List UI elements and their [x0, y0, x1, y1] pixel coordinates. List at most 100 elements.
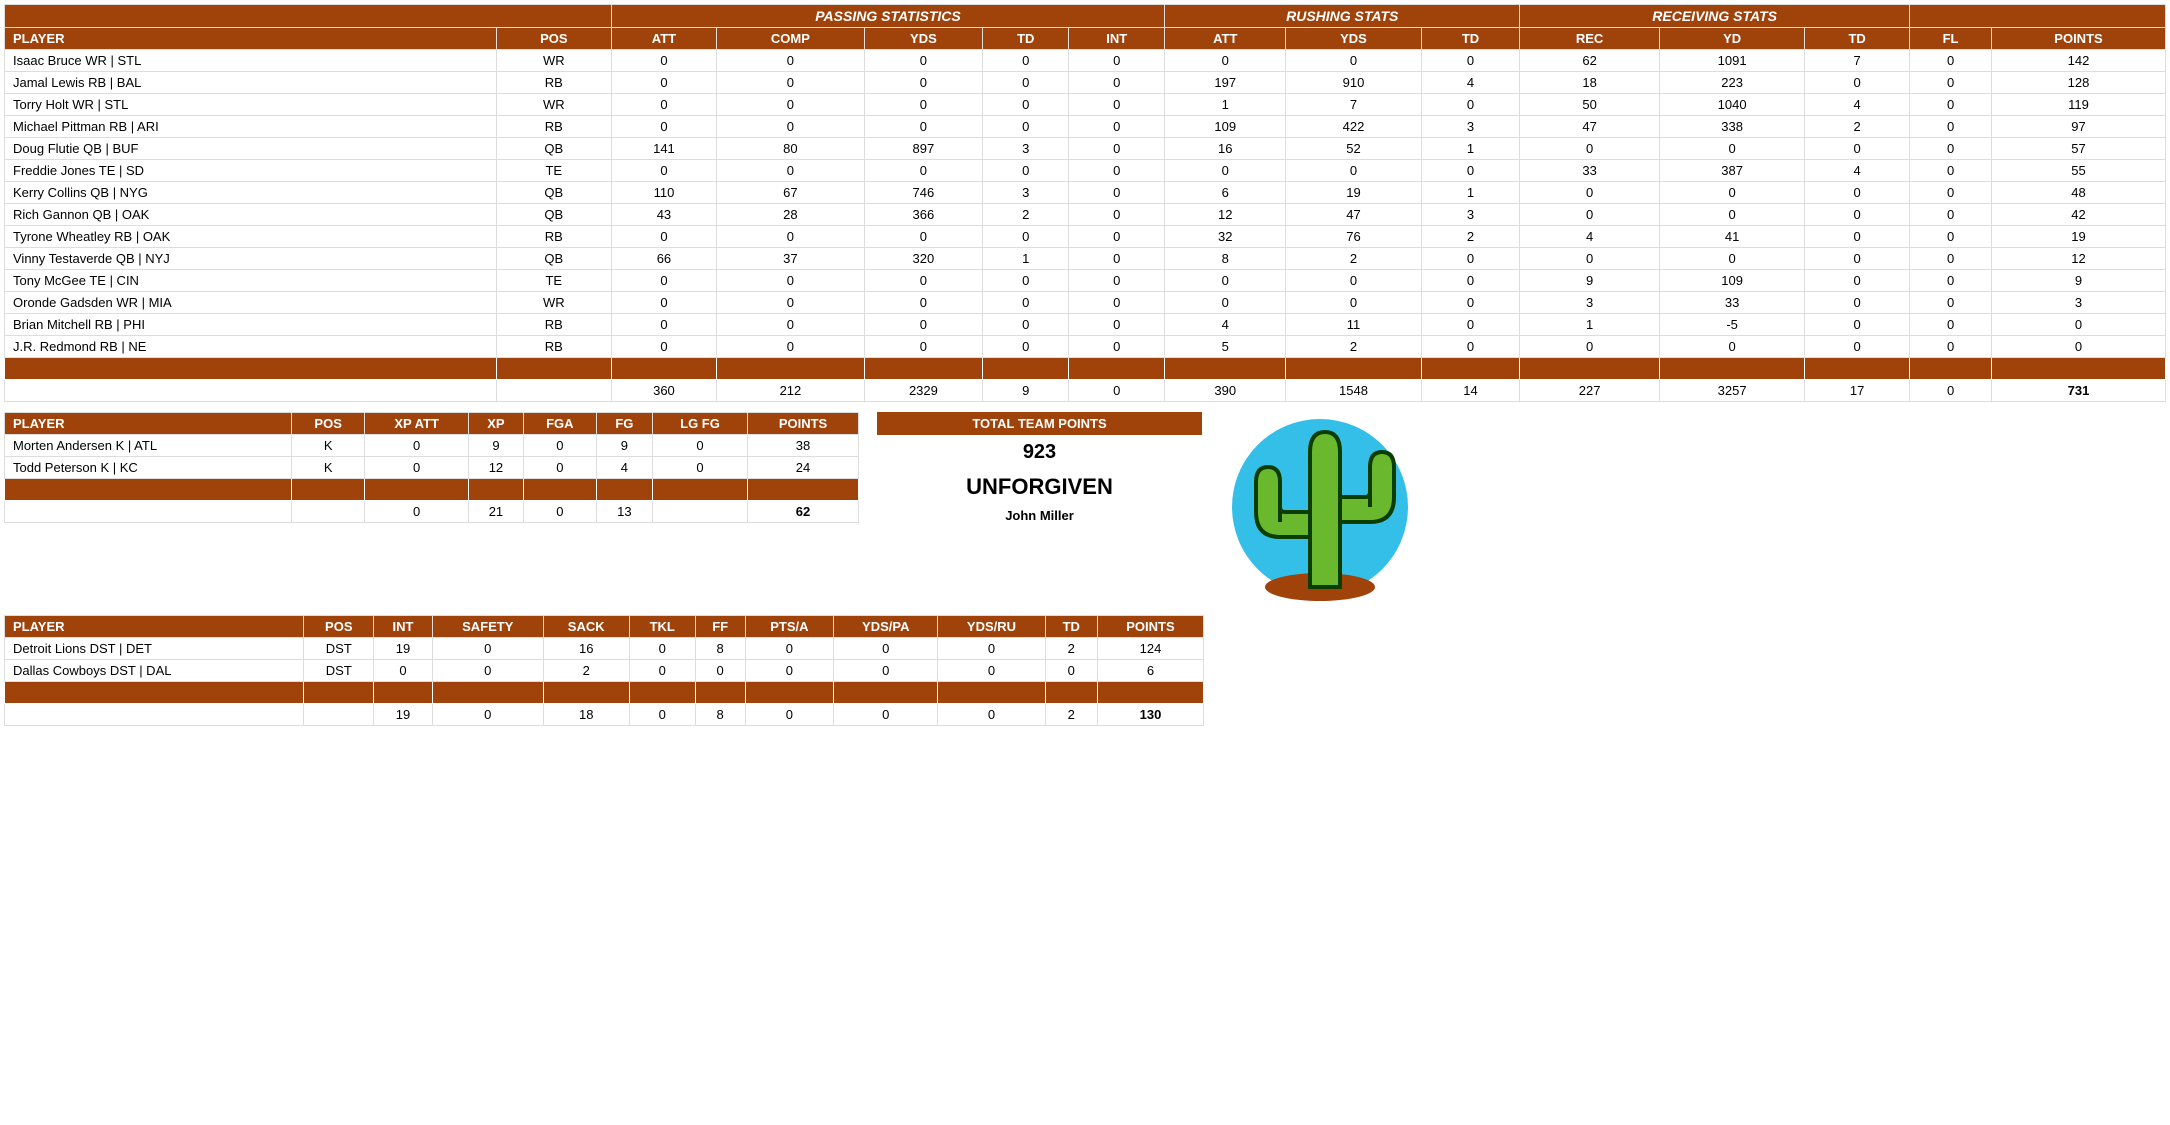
stat-cell: 0	[864, 314, 983, 336]
stat-cell: 109	[1165, 116, 1286, 138]
total-cell: 360	[611, 380, 717, 402]
stat-cell: 0	[1805, 248, 1910, 270]
stat-cell: QB	[497, 248, 612, 270]
stat-cell: 7	[1805, 50, 1910, 72]
total-team-points-value: 923	[877, 435, 1202, 470]
stat-cell: 0	[717, 94, 864, 116]
stat-cell: 42	[1991, 204, 2165, 226]
table-row: Todd Peterson K | KCK01204024	[5, 457, 859, 479]
stat-cell: 47	[1520, 116, 1660, 138]
stat-cell: DST	[304, 660, 374, 682]
col-fga: FGA	[523, 413, 596, 435]
total-cell: 19	[374, 704, 433, 726]
stat-cell: 0	[1910, 226, 1992, 248]
stat-cell: 0	[629, 660, 695, 682]
stat-cell: 0	[1910, 116, 1992, 138]
stat-cell: 0	[523, 457, 596, 479]
col-fl: FL	[1910, 28, 1992, 50]
stat-cell: 0	[1069, 138, 1165, 160]
total-cell: 62	[748, 501, 859, 523]
stat-cell: 141	[611, 138, 717, 160]
stat-cell: 0	[1910, 72, 1992, 94]
stat-cell: 1091	[1660, 50, 1805, 72]
col-td: TD	[1045, 616, 1097, 638]
stat-cell: 0	[1069, 50, 1165, 72]
stat-cell: 9	[1520, 270, 1660, 292]
stat-cell: 110	[611, 182, 717, 204]
stat-cell: 67	[717, 182, 864, 204]
col-safety: SAFETY	[432, 616, 543, 638]
stat-cell: 41	[1660, 226, 1805, 248]
stat-cell: 1	[983, 248, 1069, 270]
stat-cell: 0	[1805, 138, 1910, 160]
total-cell: 14	[1421, 380, 1519, 402]
stat-cell: 0	[1045, 660, 1097, 682]
total-cell: 0	[1069, 380, 1165, 402]
stat-cell: 48	[1991, 182, 2165, 204]
stat-cell: 0	[374, 660, 433, 682]
stat-cell: 3	[1520, 292, 1660, 314]
stat-cell: 0	[1991, 314, 2165, 336]
stat-cell: 9	[1991, 270, 2165, 292]
kicker-stats-table: PLAYERPOSXP ATTXPFGAFGLG FGPOINTS Morten…	[4, 412, 859, 523]
stat-cell: 0	[983, 94, 1069, 116]
stat-cell: 0	[717, 292, 864, 314]
stat-cell: 0	[1421, 160, 1519, 182]
total-cell: 0	[745, 704, 834, 726]
stat-cell: WR	[497, 50, 612, 72]
col-yd: YD	[1660, 28, 1805, 50]
total-cell: 0	[834, 704, 938, 726]
cactus-icon	[1220, 412, 1420, 612]
stat-cell: 0	[1805, 336, 1910, 358]
stat-cell: 197	[1165, 72, 1286, 94]
player-cell: Jamal Lewis RB | BAL	[5, 72, 497, 94]
stat-cell: 0	[983, 50, 1069, 72]
stat-cell: 0	[938, 660, 1045, 682]
total-cell	[292, 501, 365, 523]
group-passing: PASSING STATISTICS	[611, 5, 1165, 28]
stat-cell: 0	[1421, 270, 1519, 292]
stat-cell: 9	[469, 435, 524, 457]
stat-cell: 0	[611, 72, 717, 94]
player-cell: Torry Holt WR | STL	[5, 94, 497, 116]
stat-cell: 0	[1286, 160, 1422, 182]
stat-cell: 16	[1165, 138, 1286, 160]
total-cell	[652, 501, 747, 523]
stat-cell: 3	[1991, 292, 2165, 314]
col-att: ATT	[611, 28, 717, 50]
stat-cell: 52	[1286, 138, 1422, 160]
stat-cell: 0	[611, 226, 717, 248]
col-pos: POS	[292, 413, 365, 435]
table-row: Tony McGee TE | CINTE000000009109009	[5, 270, 2166, 292]
stat-cell: 0	[1991, 336, 2165, 358]
stat-cell: 8	[695, 638, 745, 660]
stat-cell: 0	[523, 435, 596, 457]
stat-cell: QB	[497, 138, 612, 160]
stat-cell: 0	[1421, 248, 1519, 270]
stat-cell: 55	[1991, 160, 2165, 182]
stat-cell: 0	[611, 50, 717, 72]
totals-row: 02101362	[5, 501, 859, 523]
stat-cell: 19	[1991, 226, 2165, 248]
offense-table: PASSING STATISTICS RUSHING STATS RECEIVI…	[4, 4, 2166, 402]
stat-cell: 0	[1069, 72, 1165, 94]
player-cell: J.R. Redmond RB | NE	[5, 336, 497, 358]
group-rushing: RUSHING STATS	[1165, 5, 1520, 28]
total-cell: 731	[1991, 380, 2165, 402]
player-cell: Todd Peterson K | KC	[5, 457, 292, 479]
total-cell: 0	[432, 704, 543, 726]
col-yds: YDS	[864, 28, 983, 50]
group-blank	[5, 5, 612, 28]
stat-cell: 33	[1660, 292, 1805, 314]
stat-cell: 320	[864, 248, 983, 270]
stat-cell: 0	[864, 270, 983, 292]
col-yds-ru: YDS/RU	[938, 616, 1045, 638]
stat-cell: 0	[717, 72, 864, 94]
total-cell: 227	[1520, 380, 1660, 402]
stat-cell: 0	[717, 226, 864, 248]
stat-cell: DST	[304, 638, 374, 660]
player-cell: Oronde Gadsden WR | MIA	[5, 292, 497, 314]
table-row: Kerry Collins QB | NYGQB1106774630619100…	[5, 182, 2166, 204]
total-cell: 13	[596, 501, 652, 523]
col-points: POINTS	[748, 413, 859, 435]
